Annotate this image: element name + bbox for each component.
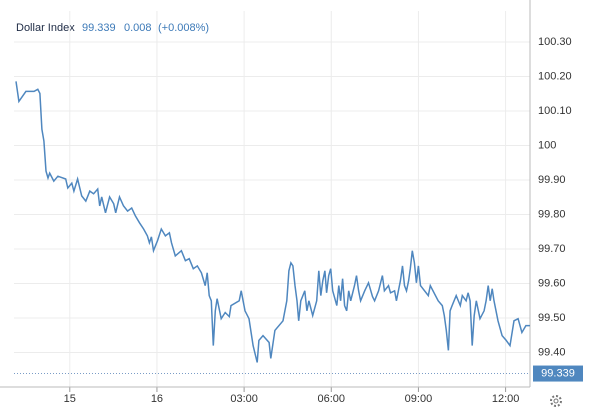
price-line	[15, 81, 530, 363]
x-tick-label: 03:00	[230, 393, 258, 405]
price: 99.339	[82, 22, 116, 34]
y-tick-label: 99.80	[538, 208, 566, 220]
x-tick-label: 12:00	[492, 393, 520, 405]
x-tick-label: 09:00	[405, 393, 433, 405]
x-tick-label: 15	[64, 393, 76, 405]
y-tick-label: 100.30	[538, 36, 572, 48]
y-tick-label: 100.10	[538, 105, 572, 117]
y-tick-label: 100.20	[538, 70, 572, 82]
settings-icon[interactable]	[550, 395, 562, 407]
last-price-label: 99.339	[541, 367, 575, 379]
y-tick-label: 99.60	[538, 277, 566, 289]
y-tick-label: 99.90	[538, 174, 566, 186]
y-tick-label: 99.40	[538, 346, 566, 358]
x-tick-label: 06:00	[318, 393, 346, 405]
y-tick-label: 100	[538, 139, 556, 151]
last-price-box	[533, 365, 583, 382]
chart-title: Dollar Index	[16, 22, 75, 34]
change: 0.008	[124, 22, 152, 34]
x-tick-label: 16	[151, 393, 163, 405]
y-tick-label: 99.50	[538, 312, 566, 324]
y-tick-label: 99.70	[538, 243, 566, 255]
change-percent: (+0.008%)	[158, 22, 209, 34]
